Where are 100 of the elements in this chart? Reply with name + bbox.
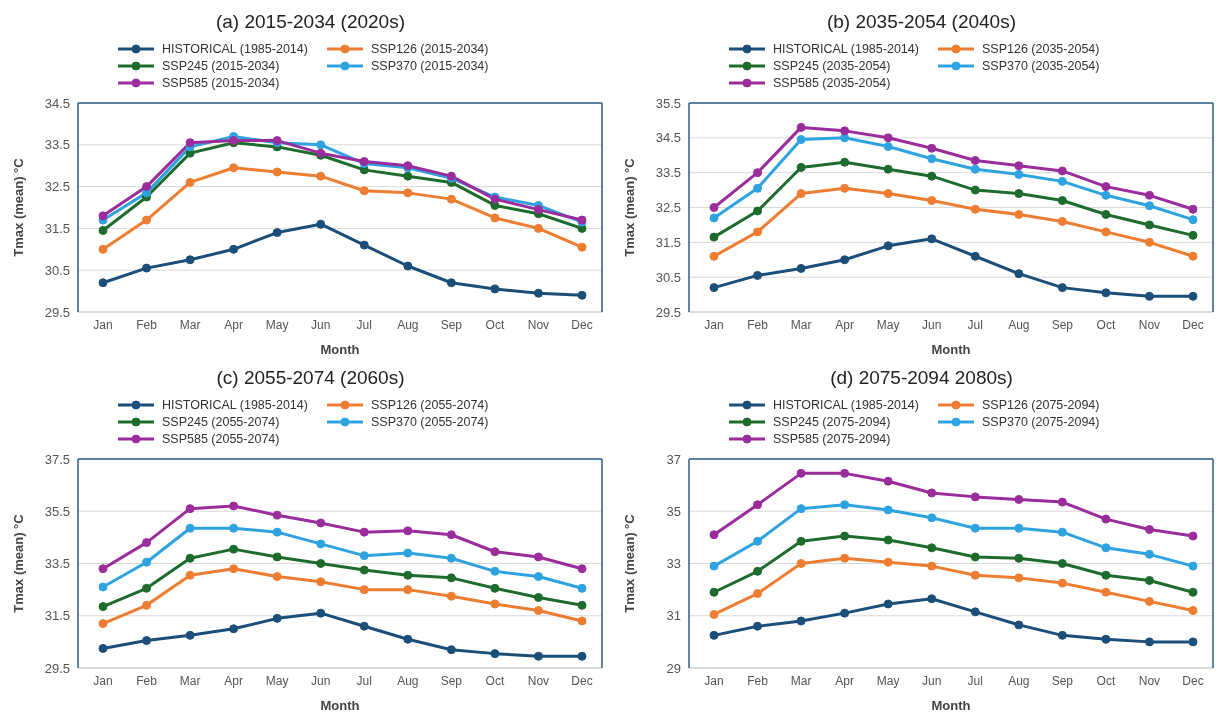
y-tick-label: 33.5 xyxy=(655,165,681,181)
x-tick-label: Jun xyxy=(311,673,331,688)
x-tick-label: Jan xyxy=(704,673,724,688)
y-tick-label: 31.5 xyxy=(44,221,70,237)
point xyxy=(753,621,763,631)
point xyxy=(1057,283,1067,293)
point xyxy=(185,177,195,187)
point xyxy=(316,539,326,549)
point xyxy=(272,613,282,623)
point xyxy=(272,228,282,238)
point xyxy=(840,531,850,541)
point xyxy=(1188,204,1198,214)
point xyxy=(1101,634,1111,644)
point xyxy=(229,624,239,634)
point xyxy=(796,122,806,132)
point xyxy=(229,544,239,554)
point xyxy=(533,205,543,215)
point xyxy=(1101,182,1111,192)
legend-label: HISTORICAL (1985-2014) xyxy=(773,42,919,56)
x-tick-label: Jun xyxy=(311,317,331,332)
legend-label: SSP126 (2055-2074) xyxy=(371,398,489,412)
point xyxy=(970,204,980,214)
x-tick-label: Nov xyxy=(527,317,550,332)
point xyxy=(446,530,456,540)
point xyxy=(1014,209,1024,219)
point xyxy=(709,203,719,212)
point xyxy=(883,505,893,515)
legend-label: SSP585 (2055-2074) xyxy=(162,432,280,446)
point xyxy=(490,284,500,294)
point xyxy=(446,194,456,204)
point xyxy=(709,561,719,571)
point xyxy=(1188,637,1198,647)
point xyxy=(490,547,500,557)
point xyxy=(533,223,543,233)
point xyxy=(709,232,719,242)
point xyxy=(98,278,108,288)
point xyxy=(142,600,152,610)
x-tick-label: Mar xyxy=(790,317,812,332)
point xyxy=(490,583,500,593)
y-tick-label: 33 xyxy=(666,556,681,572)
point xyxy=(1014,189,1024,199)
x-tick-label: Apr xyxy=(224,673,243,688)
legend-label: SSP585 (2015-2034) xyxy=(162,76,280,90)
point xyxy=(272,572,282,582)
point xyxy=(840,608,850,618)
point xyxy=(1101,190,1111,200)
x-tick-label: Apr xyxy=(835,673,854,688)
point xyxy=(753,168,763,178)
point xyxy=(1014,553,1024,563)
point xyxy=(709,283,719,293)
point xyxy=(1101,227,1111,237)
point xyxy=(840,126,850,136)
y-axis-title: Tmax (mean) °C xyxy=(10,157,26,257)
chart-title: (a) 2015-2034 (2020s) xyxy=(214,10,407,34)
point xyxy=(142,583,152,593)
point xyxy=(1014,573,1024,583)
y-tick-label: 33.5 xyxy=(44,556,70,572)
point xyxy=(403,526,413,536)
y-tick-label: 35.5 xyxy=(655,95,681,111)
point xyxy=(796,616,806,626)
point xyxy=(1101,543,1111,553)
point xyxy=(98,643,108,653)
point xyxy=(1014,161,1024,171)
point xyxy=(1144,575,1154,585)
point xyxy=(403,548,413,558)
x-tick-label: Aug xyxy=(397,673,419,688)
point xyxy=(316,140,326,150)
point xyxy=(142,636,152,646)
legend-label: SSP585 (2035-2054) xyxy=(773,76,891,90)
y-tick-label: 29 xyxy=(666,660,681,676)
x-tick-label: May xyxy=(876,317,900,332)
point xyxy=(1014,269,1024,279)
legend-label: SSP370 (2015-2034) xyxy=(371,59,489,73)
point xyxy=(533,606,543,616)
legend-label: SSP245 (2075-2094) xyxy=(773,415,891,429)
point xyxy=(577,600,587,610)
point xyxy=(840,553,850,563)
point xyxy=(577,651,587,661)
x-tick-label: Jan xyxy=(704,317,724,332)
legend-label: SSP585 (2075-2094) xyxy=(773,432,891,446)
point xyxy=(840,255,850,265)
point xyxy=(927,594,937,604)
point xyxy=(796,468,806,478)
point xyxy=(316,219,326,229)
point xyxy=(359,186,369,196)
x-tick-label: Aug xyxy=(1008,317,1030,332)
x-tick-label: Sep xyxy=(1051,673,1074,688)
point xyxy=(1188,561,1198,571)
point xyxy=(1144,596,1154,606)
point xyxy=(840,468,850,478)
point xyxy=(403,261,413,271)
x-tick-label: May xyxy=(265,317,289,332)
point xyxy=(1144,637,1154,647)
legend-label: SSP245 (2015-2034) xyxy=(162,59,280,73)
point xyxy=(796,504,806,514)
point xyxy=(709,530,719,540)
point xyxy=(185,553,195,563)
point xyxy=(229,501,239,511)
point xyxy=(1014,620,1024,630)
point xyxy=(272,552,282,562)
